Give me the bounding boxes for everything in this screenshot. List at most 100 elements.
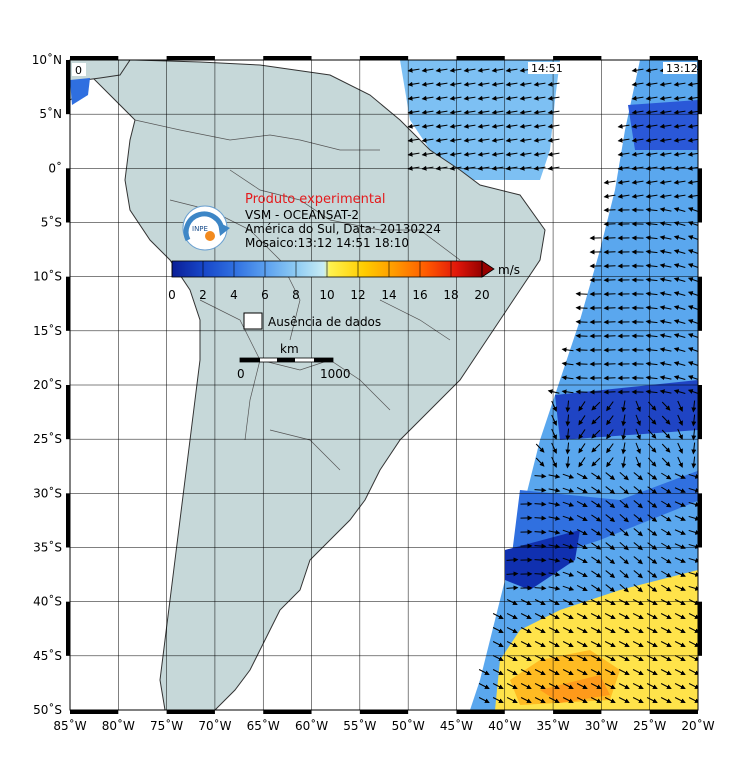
latitude-label: 50˚S	[33, 702, 62, 717]
wind-vector	[631, 123, 644, 129]
wind-vector	[674, 487, 686, 493]
wind-vector	[691, 414, 697, 427]
wind-vector	[578, 457, 586, 468]
wind-vector	[633, 472, 643, 481]
wind-vector	[647, 570, 658, 578]
wind-vector	[673, 333, 686, 339]
wind-vector	[677, 456, 683, 468]
wind-vector	[619, 584, 629, 593]
wind-vector	[477, 137, 490, 143]
wind-vector	[631, 81, 644, 87]
wind-vector	[562, 543, 575, 549]
wind-vector	[673, 193, 686, 199]
wind-vector	[632, 697, 644, 703]
wind-vector	[551, 414, 557, 426]
wind-vector	[659, 375, 672, 381]
wind-vector	[661, 556, 672, 564]
wind-vector	[619, 486, 629, 495]
wind-vector	[631, 109, 644, 115]
wind-vector	[674, 599, 686, 605]
wind-vector	[505, 67, 518, 73]
wind-vector	[576, 473, 588, 479]
wind-vector	[661, 570, 672, 578]
colorbar-tick-label: 8	[292, 288, 300, 302]
wind-vector	[687, 361, 698, 366]
wind-vector	[647, 514, 658, 522]
wind-vector	[477, 123, 490, 129]
wind-vector	[661, 443, 671, 453]
wind-vector	[576, 487, 588, 493]
colorbar-tick-label: 18	[443, 288, 458, 302]
scale-end: 1000	[320, 367, 351, 381]
wind-vector	[646, 697, 658, 703]
wind-vector	[659, 333, 672, 339]
wind-vector	[659, 277, 672, 283]
colorbar-tick-label: 4	[230, 288, 238, 302]
wind-vector	[619, 556, 629, 565]
wind-vector	[534, 515, 547, 521]
wind-vector	[590, 641, 602, 647]
wind-vector	[506, 557, 519, 563]
wind-vector	[534, 487, 547, 493]
graticule	[70, 60, 698, 710]
colorbar-ticks: 0 2 4 6 8 10 12 14 16 18 20	[168, 261, 490, 302]
colorbar-tick-label: 2	[199, 288, 207, 302]
wind-vector	[463, 151, 476, 157]
wind-vector	[591, 556, 602, 564]
wind-vector	[449, 137, 462, 143]
wind-vector	[534, 655, 546, 661]
wind-vector	[604, 641, 616, 647]
wind-vector	[688, 655, 698, 661]
colorbar-tick-label: 0	[168, 288, 176, 302]
wind-vector	[548, 501, 561, 507]
wind-vector	[618, 683, 630, 689]
wind-vector	[519, 137, 532, 143]
wind-vector	[519, 151, 532, 157]
wind-vector	[547, 109, 560, 115]
wind-vector	[505, 81, 518, 87]
wind-vector	[687, 389, 698, 394]
wind-vector	[575, 389, 588, 395]
wind-vector	[604, 613, 616, 619]
pass-time-left: 0	[75, 64, 82, 77]
swath-middle	[400, 60, 560, 180]
wind-vector	[576, 627, 588, 633]
wind-vector	[562, 585, 575, 591]
wind-vector	[534, 585, 547, 591]
wind-vector	[645, 263, 658, 269]
wind-vector	[576, 697, 588, 703]
frame-bar-left	[66, 493, 70, 548]
wind-vector	[562, 683, 574, 689]
wind-vector	[533, 151, 546, 157]
frame-bar-top	[359, 56, 409, 60]
wind-vector	[674, 515, 686, 521]
wind-vector	[606, 429, 614, 440]
longitude-label: 60˚W	[295, 718, 328, 733]
wind-vector	[674, 501, 686, 507]
wind-vector	[575, 319, 588, 325]
wind-vector	[576, 515, 588, 521]
wind-vector	[618, 669, 630, 675]
wind-vector	[660, 683, 672, 689]
wind-vector	[673, 389, 686, 395]
pass-time-right: 13:12	[666, 62, 698, 75]
wind-vector	[534, 613, 546, 619]
wind-vector	[618, 613, 630, 619]
wind-vector	[619, 570, 629, 579]
wind-vector	[632, 627, 644, 633]
wind-vector	[463, 67, 476, 73]
wind-vector	[673, 81, 686, 87]
wind-vector	[520, 613, 532, 619]
wind-vector	[562, 529, 575, 535]
wind-vector	[606, 457, 614, 468]
wind-vector	[661, 528, 672, 536]
latitude-label: 40˚S	[33, 594, 62, 609]
wind-vector	[590, 655, 602, 661]
wind-vector	[477, 67, 490, 73]
wind-vector	[575, 305, 588, 311]
wind-vector	[691, 456, 697, 469]
frame-bar-bottom	[456, 710, 505, 714]
wind-vector	[673, 95, 686, 101]
wind-vector	[506, 599, 518, 605]
wind-vector	[687, 291, 698, 296]
